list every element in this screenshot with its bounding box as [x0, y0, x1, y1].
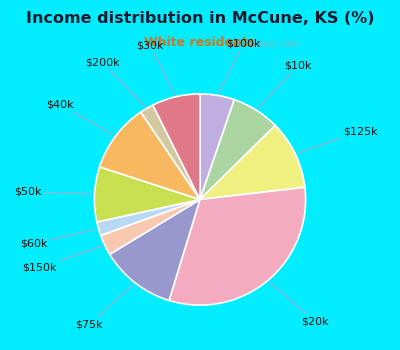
Text: $40k: $40k — [46, 99, 113, 135]
Wedge shape — [141, 105, 200, 200]
Wedge shape — [169, 187, 306, 305]
Wedge shape — [153, 94, 200, 200]
Text: $125k: $125k — [298, 126, 378, 153]
Text: $75k: $75k — [75, 285, 133, 329]
Text: $20k: $20k — [270, 282, 329, 326]
Wedge shape — [101, 199, 200, 254]
Wedge shape — [200, 100, 275, 199]
Text: $100k: $100k — [219, 38, 260, 93]
Wedge shape — [97, 199, 200, 236]
Text: $50k: $50k — [14, 187, 92, 197]
Text: city-Data.com: city-Data.com — [232, 39, 300, 49]
Text: $60k: $60k — [20, 229, 96, 248]
Text: $10k: $10k — [258, 61, 312, 108]
Text: $150k: $150k — [23, 246, 102, 273]
Wedge shape — [94, 167, 200, 222]
Text: $200k: $200k — [86, 58, 145, 106]
Text: $30k: $30k — [136, 40, 174, 94]
Wedge shape — [100, 112, 200, 200]
Text: White residents: White residents — [144, 35, 256, 49]
Wedge shape — [200, 94, 234, 200]
Text: Income distribution in McCune, KS (%): Income distribution in McCune, KS (%) — [26, 11, 374, 26]
Wedge shape — [110, 199, 200, 300]
Wedge shape — [200, 125, 305, 200]
